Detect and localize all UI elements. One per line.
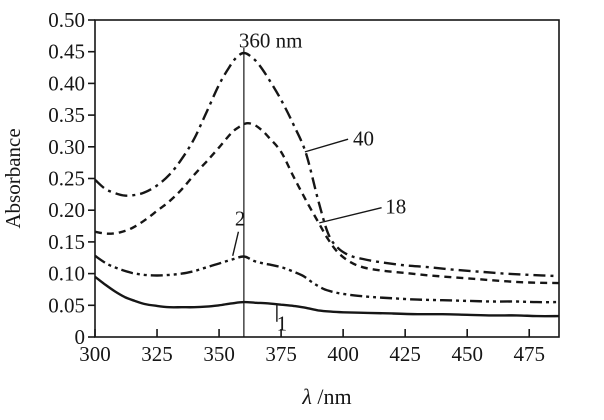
x-tick-label: 400 bbox=[327, 342, 359, 366]
curve-40 bbox=[94, 51, 560, 278]
y-tick-label: 0.40 bbox=[48, 71, 85, 95]
y-tick-label: 0.25 bbox=[48, 167, 85, 191]
y-tick-label: 0.35 bbox=[48, 103, 85, 127]
curve-1 bbox=[94, 275, 560, 318]
y-tick-label: 0.30 bbox=[48, 135, 85, 159]
x-tick-label: 325 bbox=[141, 342, 173, 366]
y-tick-label: 0.10 bbox=[48, 262, 85, 286]
x-tick-label: 350 bbox=[203, 342, 235, 366]
leader-line-2 bbox=[232, 231, 240, 257]
label-2: 2 bbox=[235, 206, 246, 230]
y-tick-label: 0.05 bbox=[48, 293, 85, 317]
x-tick-label: 375 bbox=[265, 342, 297, 366]
x-axis-title: λ /nm bbox=[301, 384, 351, 409]
leader-line-18 bbox=[319, 206, 382, 224]
x-tick-label: 425 bbox=[389, 342, 421, 366]
curve-2 bbox=[94, 254, 560, 304]
leader-line-40 bbox=[304, 138, 349, 153]
label-360nm: 360 nm bbox=[239, 28, 303, 52]
y-tick-label: 0 bbox=[75, 325, 86, 349]
y-tick-label: 0.20 bbox=[48, 198, 85, 222]
y-tick-label: 0.15 bbox=[48, 230, 85, 254]
label-18: 18 bbox=[385, 194, 406, 218]
label-1: 1 bbox=[277, 312, 288, 336]
label-40: 40 bbox=[353, 127, 374, 151]
x-tick-label: 475 bbox=[513, 342, 545, 366]
x-tick-label: 450 bbox=[451, 342, 483, 366]
y-tick-label: 0.45 bbox=[48, 40, 85, 64]
curve-18 bbox=[94, 121, 560, 285]
y-axis-title: Absorbance bbox=[1, 128, 25, 228]
y-tick-label: 0.50 bbox=[48, 8, 85, 32]
x-tick-label: 300 bbox=[79, 342, 111, 366]
